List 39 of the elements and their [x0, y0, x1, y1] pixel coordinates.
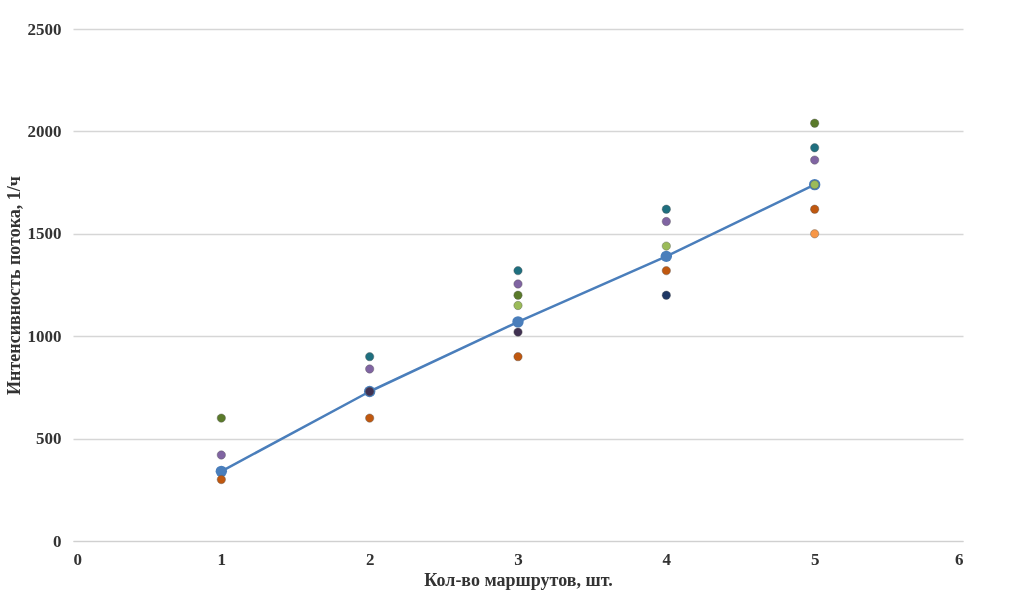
y-tick-label: 1500 — [27, 224, 62, 244]
point — [365, 364, 375, 374]
x-axis-title: Кол-во маршрутов, шт. — [424, 569, 613, 590]
point — [661, 241, 671, 251]
x-tick-label: 5 — [810, 549, 820, 569]
y-tick-label: 2500 — [27, 19, 62, 39]
point — [810, 155, 820, 165]
y-tick-label: 1000 — [27, 326, 62, 346]
point — [365, 413, 375, 423]
x-tick-label: 3 — [514, 549, 523, 569]
point — [513, 301, 523, 310]
x-tick-label: 1 — [217, 549, 227, 569]
point — [810, 118, 820, 128]
x-tick-label: 4 — [662, 549, 672, 569]
point — [365, 352, 375, 362]
point — [216, 450, 226, 460]
point — [661, 290, 671, 300]
x-tick-label: 0 — [73, 549, 82, 569]
point — [810, 143, 820, 153]
point — [513, 352, 523, 362]
point — [810, 229, 820, 239]
point — [513, 266, 523, 276]
y-tick-label: 500 — [36, 429, 62, 449]
x-tick-label: 2 — [365, 549, 375, 569]
point — [513, 327, 523, 337]
y-axis-title: Интенсивность потока, 1/ч — [3, 176, 24, 395]
y-tick-label: 2000 — [27, 121, 62, 141]
y-tick-label: 0 — [53, 531, 62, 551]
point — [810, 204, 820, 214]
point — [513, 279, 523, 289]
point — [216, 475, 226, 484]
point — [512, 316, 524, 328]
point — [661, 266, 671, 276]
point — [660, 250, 673, 263]
point — [661, 204, 671, 214]
point — [661, 217, 671, 226]
point — [513, 290, 523, 300]
x-tick-label: 6 — [955, 549, 964, 569]
point — [216, 413, 226, 423]
